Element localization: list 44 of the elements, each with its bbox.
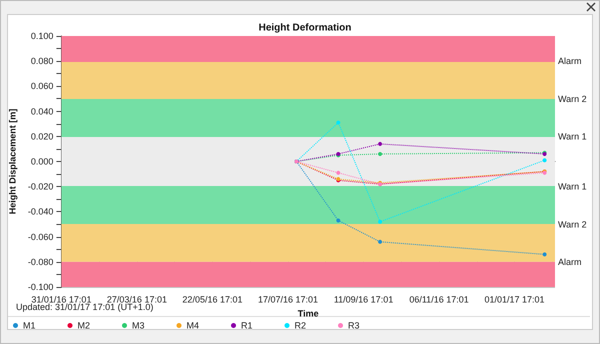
legend-label: M2 bbox=[78, 320, 90, 330]
y-tick-label: -0.100 bbox=[28, 282, 54, 292]
y-tick-label: 0.020 bbox=[30, 131, 54, 142]
y-tick-label: 0.000 bbox=[30, 156, 54, 166]
point bbox=[336, 170, 340, 175]
legend-label: M4 bbox=[186, 320, 200, 330]
x-tick-label: 27/03/16 17:01 bbox=[106, 294, 167, 304]
point bbox=[378, 240, 382, 244]
x-tick-label: 01/01/17 17:01 bbox=[484, 294, 545, 304]
legend-label: R3 bbox=[348, 320, 360, 330]
point bbox=[378, 220, 382, 224]
y-tick-label: -0.080 bbox=[28, 256, 54, 267]
legend-label: M3 bbox=[132, 320, 145, 330]
y-tick-label: 0.040 bbox=[30, 106, 54, 116]
y-axis-title: Height Displacement [m] bbox=[8, 108, 18, 214]
text: Updated: 31/01/17 17:01 (UT+1.0) bbox=[16, 302, 154, 312]
x-tick-label: 17/07/16 17:01 bbox=[258, 294, 318, 304]
ref-line-label: Alarm bbox=[558, 256, 582, 267]
y-tick-label: 0.060 bbox=[30, 81, 54, 92]
x-tick-label: 31/01/16 17:01 bbox=[31, 294, 92, 304]
legend-label: M1 bbox=[23, 320, 36, 330]
point bbox=[378, 142, 382, 146]
y-tick-label: -0.060 bbox=[28, 232, 54, 242]
x-axis-title: Time bbox=[298, 308, 319, 318]
legend-label: R2 bbox=[294, 320, 306, 330]
point bbox=[336, 218, 340, 222]
y-tick-label: 0.100 bbox=[30, 31, 54, 41]
x-tick-label: 11/09/16 17:01 bbox=[334, 294, 394, 304]
x-tick-label: 06/11/16 17:01 bbox=[409, 294, 469, 304]
ref-line-label: Warn 1 bbox=[558, 182, 587, 192]
chart-title: Height Deformation bbox=[258, 22, 352, 34]
x-tick-label: 22/05/16 17:01 bbox=[182, 294, 242, 304]
ref-line-label: Warn 2 bbox=[558, 219, 587, 230]
y-tick-label: 0.080 bbox=[30, 56, 54, 66]
y-tick-label: -0.020 bbox=[28, 182, 54, 192]
ref-line-label: Alarm bbox=[558, 56, 582, 66]
y-tick-label: -0.040 bbox=[28, 206, 54, 217]
point bbox=[378, 152, 382, 156]
legend-label: R1 bbox=[241, 320, 253, 330]
point bbox=[542, 158, 547, 162]
ref-line-label: Warn 1 bbox=[558, 131, 587, 142]
point bbox=[336, 120, 340, 125]
ref-line-label: Warn 2 bbox=[558, 94, 587, 104]
point bbox=[542, 252, 547, 256]
